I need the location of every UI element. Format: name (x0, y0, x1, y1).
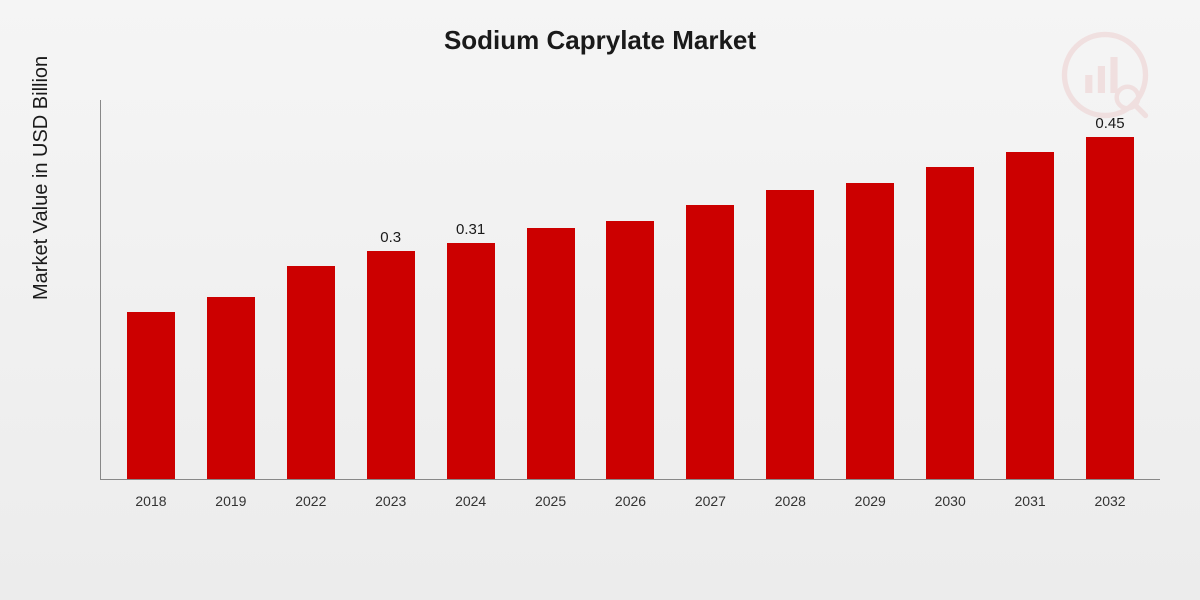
bar (127, 312, 175, 479)
bar (1086, 137, 1134, 479)
x-axis-label: 2019 (193, 493, 268, 509)
bars-container: 0.30.310.45 (101, 100, 1160, 479)
bar-group (593, 221, 668, 479)
bar-value-label: 0.3 (380, 229, 401, 246)
bar-group (193, 297, 268, 479)
bar (1006, 152, 1054, 479)
x-axis-label: 2026 (593, 493, 668, 509)
x-axis-label: 2024 (433, 493, 508, 509)
bar-group: 0.3 (353, 251, 428, 479)
bar-group (513, 228, 588, 479)
x-axis-label: 2030 (913, 493, 988, 509)
bar (926, 167, 974, 479)
x-axis-label: 2032 (1073, 493, 1148, 509)
y-axis-label: Market Value in USD Billion (30, 56, 53, 300)
x-axis-label: 2018 (113, 493, 188, 509)
bar-group: 0.45 (1073, 137, 1148, 479)
bar (766, 190, 814, 479)
x-axis-label: 2028 (753, 493, 828, 509)
x-axis-label: 2031 (993, 493, 1068, 509)
bar-group (273, 266, 348, 479)
bar (606, 221, 654, 479)
bar (686, 205, 734, 479)
x-axis-label: 2023 (353, 493, 428, 509)
bar-group (993, 152, 1068, 479)
plot-area: 0.30.310.45 2018201920222023202420252026… (100, 100, 1160, 480)
bar-group (833, 183, 908, 479)
bar-group (673, 205, 748, 479)
bar (367, 251, 415, 479)
x-axis-label: 2029 (833, 493, 908, 509)
bar-group: 0.31 (433, 243, 508, 479)
x-axis-label: 2025 (513, 493, 588, 509)
bar (447, 243, 495, 479)
bar (287, 266, 335, 479)
bar (527, 228, 575, 479)
bar-value-label: 0.31 (456, 221, 485, 238)
bar-group (113, 312, 188, 479)
bar (207, 297, 255, 479)
x-labels-container: 2018 2019 2022 2023 2024 2025 2026 2027 2028 2029… (101, 493, 1160, 509)
bar-value-label: 0.45 (1095, 115, 1124, 132)
chart-container: 0.30.310.45 2018201920222023202420252026… (100, 100, 1160, 520)
bar-group (913, 167, 988, 479)
bar (846, 183, 894, 479)
x-axis-label: 2022 (273, 493, 348, 509)
x-axis-label: 2027 (673, 493, 748, 509)
bar-group (753, 190, 828, 479)
chart-title: Sodium Caprylate Market (0, 0, 1200, 66)
